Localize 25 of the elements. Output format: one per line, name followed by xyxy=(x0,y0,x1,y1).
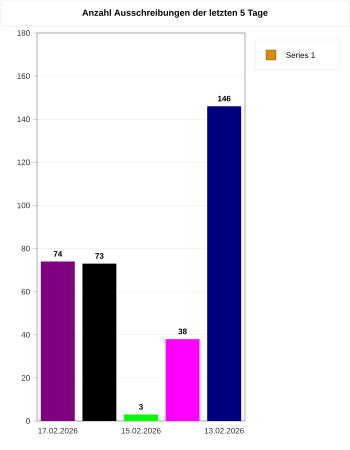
text: Series 1 xyxy=(286,52,315,58)
y-tick-label: 120 xyxy=(17,160,30,166)
y-tick-label: 0 xyxy=(26,418,30,424)
data-label: 74 xyxy=(54,251,62,257)
y-tick-label: 80 xyxy=(22,246,30,252)
data-label: 146 xyxy=(218,96,231,102)
y-tick-label: 100 xyxy=(17,202,30,208)
data-label: 38 xyxy=(178,328,187,334)
bar xyxy=(166,339,200,421)
x-tick-label: 17.02.2026 xyxy=(38,428,78,434)
bar xyxy=(207,106,242,421)
bar xyxy=(82,264,116,421)
data-label: 73 xyxy=(95,253,104,259)
x-tick-label: 13.02.2026 xyxy=(204,428,244,434)
chart-title: Anzahl Ausschreibungen der letzten 5 Tage xyxy=(82,9,268,18)
y-tick-label: 160 xyxy=(17,73,30,79)
y-tick-label: 180 xyxy=(17,30,30,36)
y-tick-label: 20 xyxy=(22,375,30,381)
y-tick-label: 140 xyxy=(17,116,30,122)
y-tick-label: 40 xyxy=(21,332,30,338)
bar xyxy=(124,414,158,421)
bar xyxy=(40,261,75,421)
y-tick-label: 60 xyxy=(22,288,30,294)
x-tick-label: 15.02.2026 xyxy=(122,428,161,434)
data-label: 3 xyxy=(138,404,143,410)
